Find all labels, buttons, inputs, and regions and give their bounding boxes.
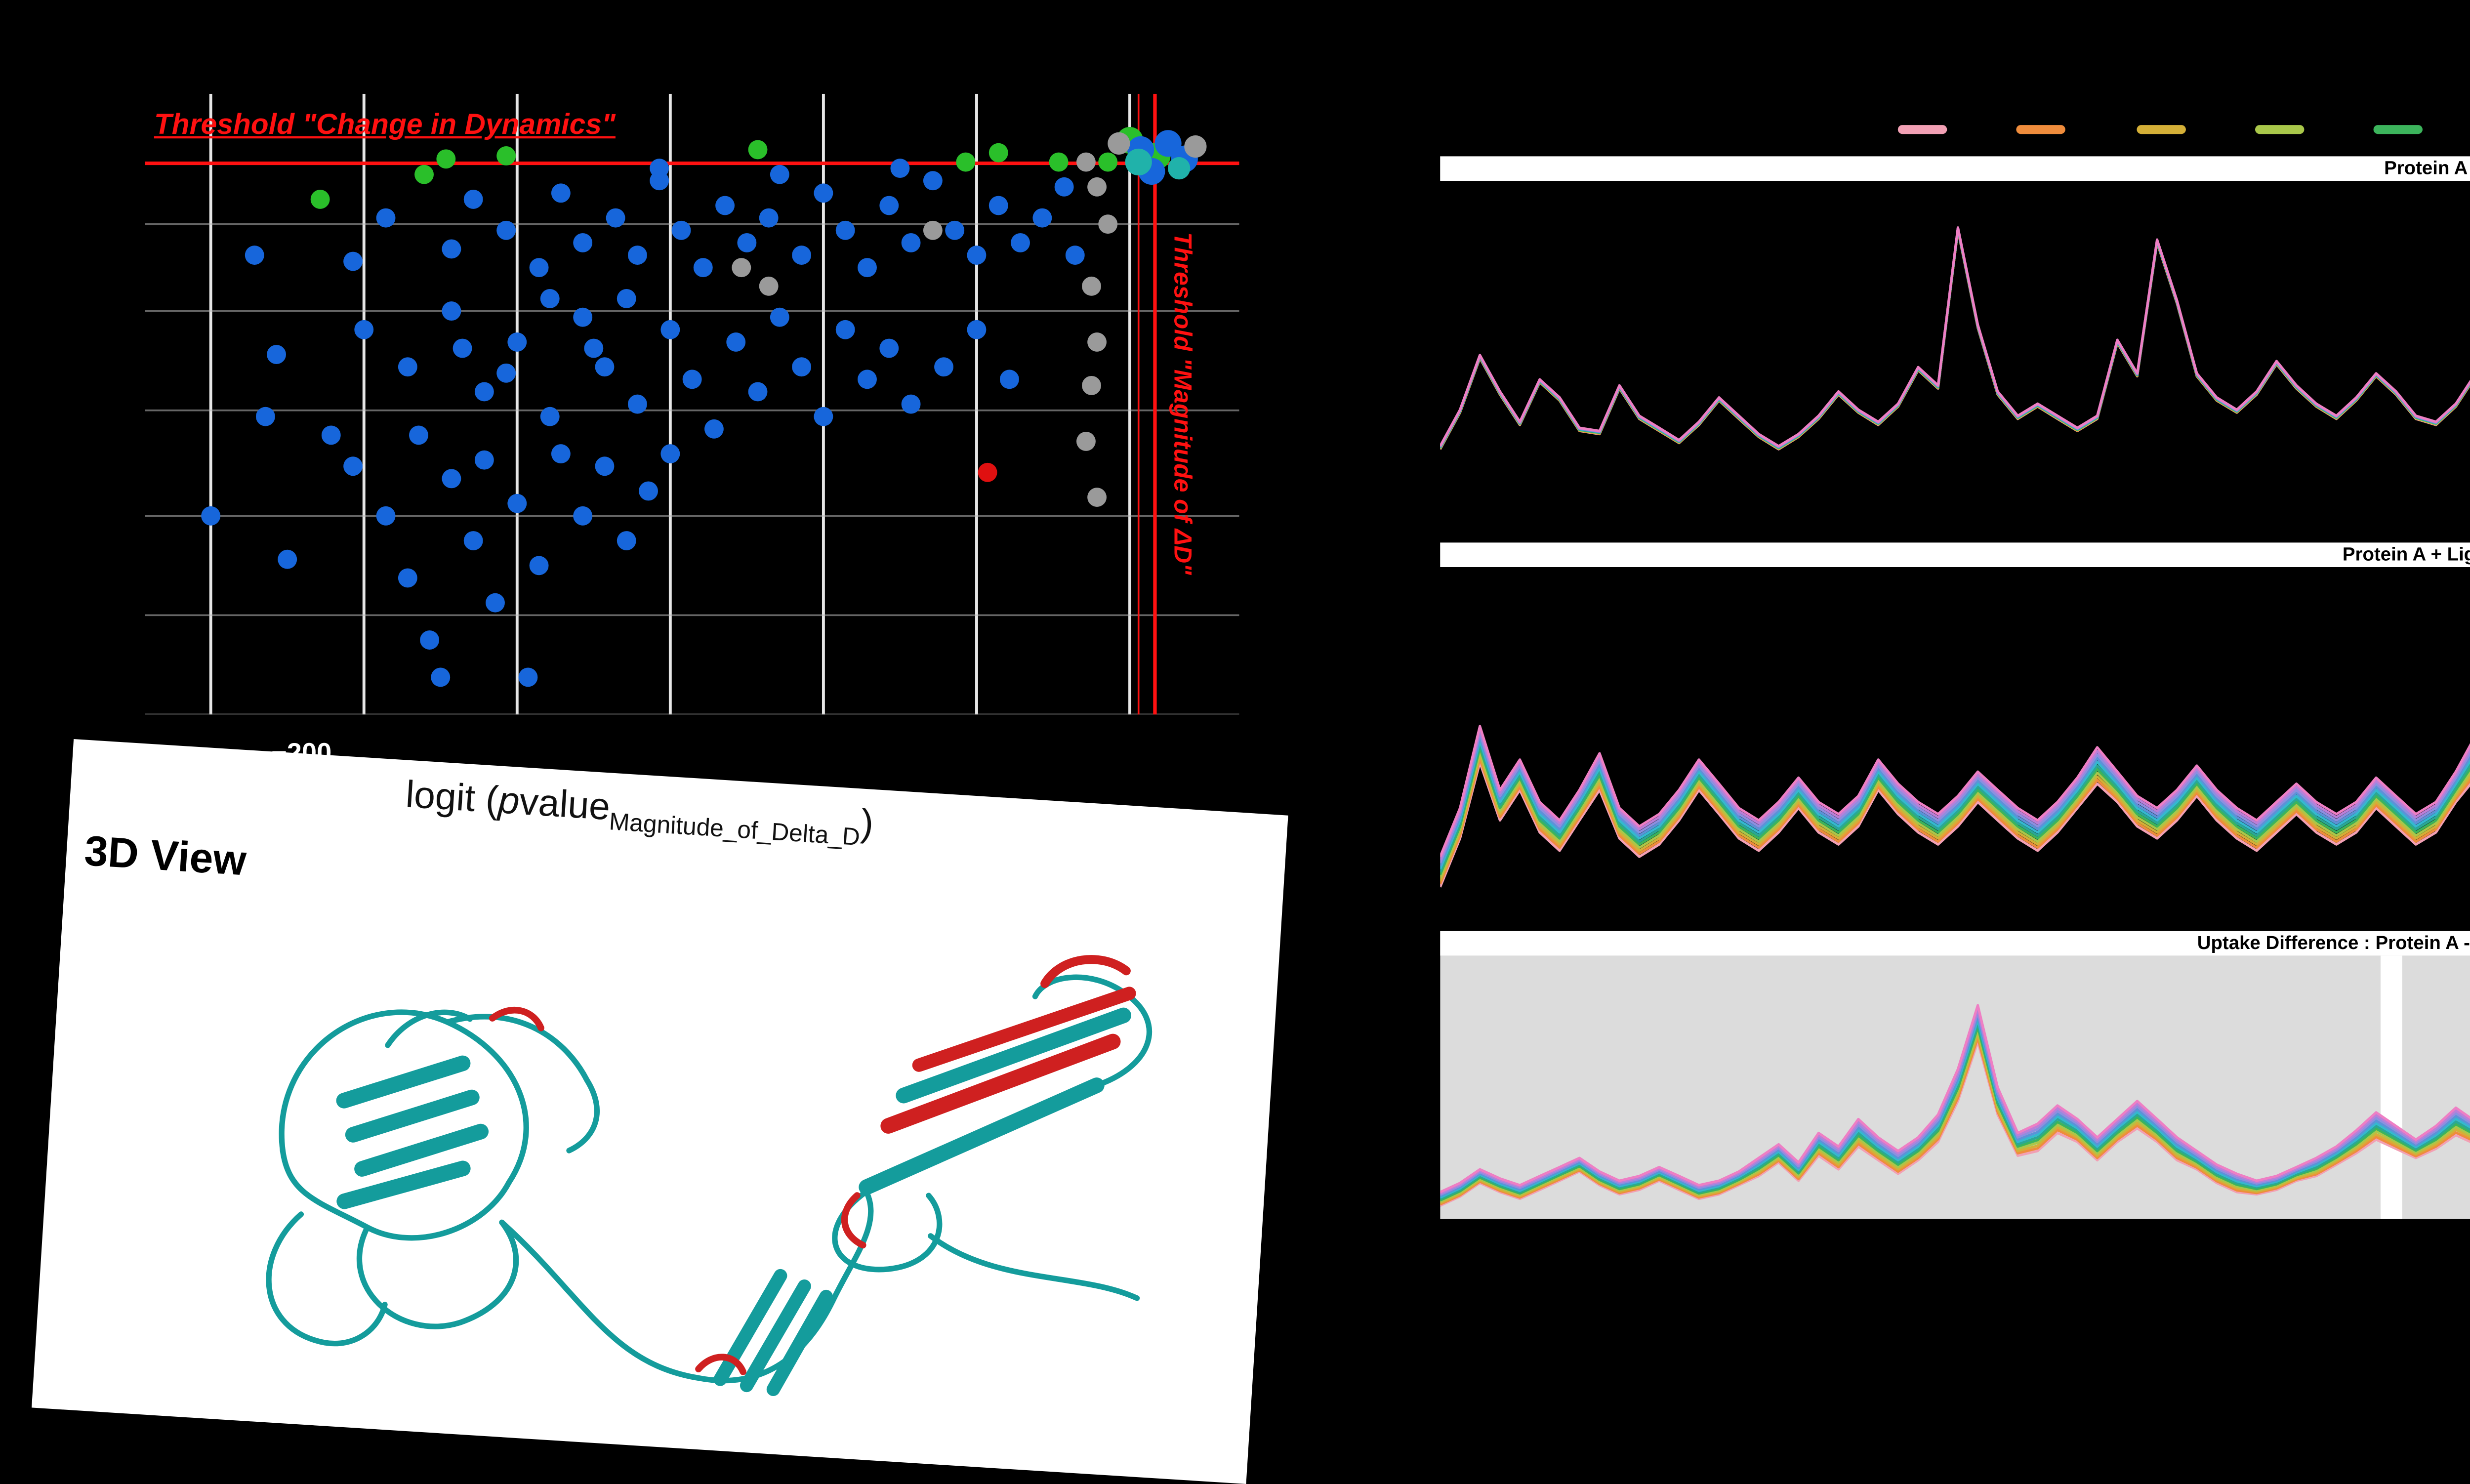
legend-dash-4[interactable] xyxy=(2374,125,2423,134)
uptake-difference-chart[interactable] xyxy=(1440,955,2470,1219)
uptake-charts-column: Protein A Protein A + Ligand Uptake Diff… xyxy=(1440,0,2470,1342)
axis-label-subscript: Magnitude_of_Delta_D xyxy=(608,809,861,852)
ribbon-teal-group xyxy=(266,974,1153,1397)
legend-dash-1[interactable] xyxy=(2017,125,2066,134)
volcano-x-axis-label: logit (pvalueMagnitude_of_Delta_D) xyxy=(404,774,875,853)
axis-label-value: value xyxy=(518,781,612,829)
axis-label-p: p xyxy=(497,779,521,823)
protein-a-chart[interactable] xyxy=(1440,181,2470,521)
legend-dash-2[interactable] xyxy=(2136,125,2185,134)
axis-label-close: ) xyxy=(859,802,875,845)
protein-a-ligand-chart[interactable] xyxy=(1440,567,2470,907)
chart-title-uptake-difference: Uptake Difference : Protein A - (Protein… xyxy=(1440,931,2470,956)
chart-title-protein-a-ligand: Protein A + Ligand xyxy=(1440,542,2470,568)
threshold-change-in-dynamics-label: Threshold "Change in Dynamics" xyxy=(154,107,616,141)
timepoint-legend xyxy=(1897,123,2470,136)
legend-dash-3[interactable] xyxy=(2255,125,2304,134)
axis-label-pre: logit ( xyxy=(404,773,500,822)
structure-panel: logit (pvalueMagnitude_of_Delta_D) 3D Vi… xyxy=(32,739,1288,1484)
protein-structure-svg[interactable] xyxy=(132,874,1213,1475)
ribbon-red-group xyxy=(489,955,1136,1375)
chart-title-protein-a: Protein A xyxy=(1440,156,2470,181)
legend-dash-0[interactable] xyxy=(1897,125,1947,134)
volcano-plot: Threshold "Change in Dynamics" Threshold… xyxy=(145,93,1239,768)
volcano-plot-area[interactable] xyxy=(145,93,1239,715)
threshold-magnitude-label: Threshold "Magnitude of ΔD" xyxy=(1167,232,1195,575)
app-canvas: Threshold "Change in Dynamics" Threshold… xyxy=(32,0,2470,1484)
